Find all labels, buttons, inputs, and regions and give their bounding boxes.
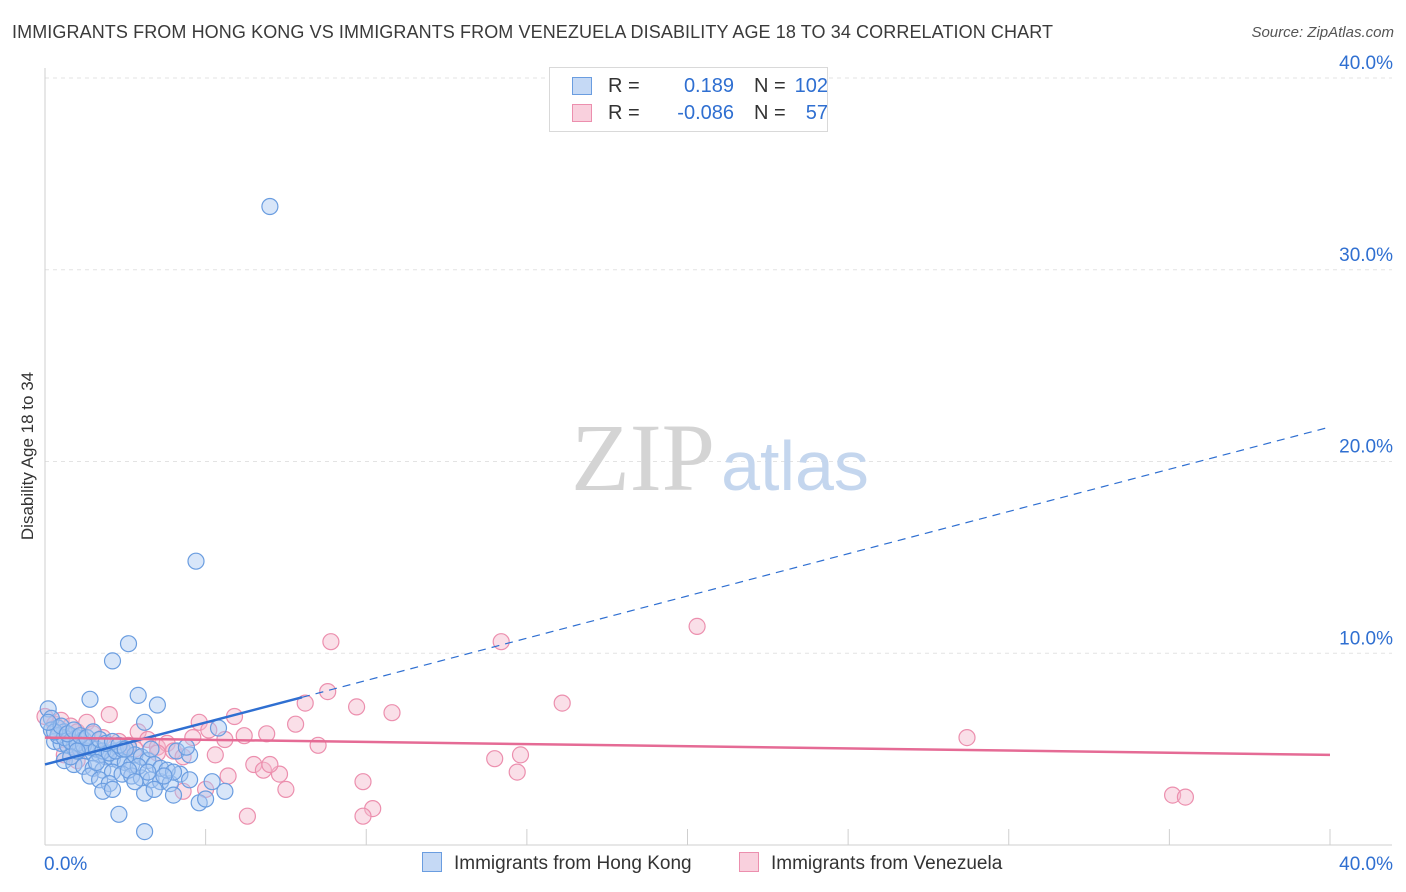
legend-series-name: Immigrants from Venezuela <box>771 853 1003 874</box>
hong-kong-point <box>45 723 64 741</box>
legend-n-value: 57 <box>805 102 828 124</box>
hong-kong-point <box>261 197 279 216</box>
hong-kong-point <box>145 780 163 799</box>
hong-kong-point <box>203 773 221 791</box>
venezuela-point <box>261 755 279 774</box>
hong-kong-trend-line-extension <box>301 426 1331 698</box>
hong-kong-point <box>142 740 160 758</box>
legend-r-label: R = <box>608 75 640 97</box>
venezuela-point <box>287 715 305 733</box>
venezuela-point <box>492 633 510 651</box>
hong-kong-point <box>177 738 195 756</box>
hong-kong-point <box>216 782 234 800</box>
legend-r-value: -0.086 <box>677 102 734 124</box>
hong-kong-point <box>39 713 57 731</box>
venezuela-point <box>511 746 530 764</box>
venezuela-point <box>348 698 366 716</box>
y-tick-label: 30.0% <box>1339 245 1393 266</box>
hong-kong-point <box>197 790 215 808</box>
venezuela-point <box>238 807 256 825</box>
bottom-legend-venezuela: Immigrants from Venezuela <box>739 852 1002 875</box>
legend-n-value: 102 <box>794 75 828 97</box>
venezuela-point <box>184 728 202 747</box>
hong-kong-point <box>129 686 147 705</box>
venezuela-point <box>322 633 340 651</box>
legend-n-label: N = <box>754 75 786 97</box>
hong-kong-point <box>164 786 183 804</box>
venezuela-trend-line <box>44 736 1331 757</box>
hong-kong-point <box>136 822 154 841</box>
venezuela-point <box>174 748 192 766</box>
legend-swatch-blue <box>422 852 442 872</box>
venezuela-point <box>296 694 314 712</box>
hong-kong-trend-line <box>44 696 303 766</box>
legend-swatch-pink <box>739 852 759 872</box>
hong-kong-point <box>39 700 57 718</box>
venezuela-point <box>319 682 337 701</box>
chart-title: IMMIGRANTS FROM HONG KONG VS IMMIGRANTS … <box>12 22 1054 42</box>
venezuela-point <box>309 736 327 754</box>
hong-kong-point <box>103 652 122 670</box>
watermark-zip: ZIP <box>571 404 715 511</box>
legend-series-name: Immigrants from Hong Kong <box>454 853 692 874</box>
hong-kong-point <box>155 767 173 785</box>
venezuela-point <box>254 761 272 779</box>
hong-kong-point <box>181 771 199 789</box>
hong-kong-point <box>103 780 122 799</box>
y-tick-label: 40.0% <box>1339 53 1393 74</box>
venezuela-point <box>219 767 237 785</box>
hong-kong-point <box>209 719 228 737</box>
venezuela-point <box>486 750 504 768</box>
hong-kong-point <box>168 742 186 760</box>
hong-kong-point <box>139 763 157 781</box>
venezuela-point <box>553 694 571 712</box>
hong-kong-point <box>148 696 166 714</box>
hong-kong-point <box>81 690 99 708</box>
stats-legend: R = 0.189 N = 102 R = -0.086 N = 57 <box>549 67 828 132</box>
gridlines <box>45 77 1392 654</box>
hong-kong-point <box>136 713 154 731</box>
venezuela-point <box>508 763 526 781</box>
hong-kong-point <box>119 635 138 653</box>
legend-r-label: R = <box>608 102 640 124</box>
venezuela-point <box>100 705 118 724</box>
venezuela-point <box>1176 788 1195 806</box>
venezuela-point <box>1163 786 1182 804</box>
legend-n-label: N = <box>754 102 786 124</box>
hong-kong-point <box>136 784 154 802</box>
x-tick-label: 0.0% <box>44 854 87 875</box>
venezuela-point <box>383 704 401 722</box>
legend-swatch-blue <box>572 77 592 95</box>
x-tick-label: 40.0% <box>1339 854 1393 875</box>
watermark-atlas: atlas <box>721 427 869 505</box>
venezuela-point <box>354 807 372 825</box>
legend-swatch-pink <box>572 104 592 122</box>
hong-kong-point <box>187 552 205 570</box>
venezuela-point <box>277 780 295 799</box>
y-tick-label: 20.0% <box>1339 437 1393 458</box>
y-tick-label: 10.0% <box>1339 628 1393 649</box>
venezuela-point <box>206 746 224 764</box>
hong-kong-point <box>87 753 106 772</box>
source-attribution: Source: ZipAtlas.com <box>1251 24 1394 41</box>
watermark: ZIPatlas <box>571 404 869 511</box>
tick-labels: 10.0% 20.0% 30.0% 40.0% 0.0% 40.0% <box>44 53 1393 875</box>
legend-r-value: 0.189 <box>683 75 734 97</box>
venezuela-point <box>688 617 706 636</box>
hong-kong-point <box>164 763 183 781</box>
trend-lines <box>44 426 1331 766</box>
venezuela-point <box>958 728 976 747</box>
hong-kong-point <box>126 773 144 791</box>
hong-kong-point <box>110 805 128 823</box>
bottom-legend-hong-kong: Immigrants from Hong Kong <box>422 852 692 875</box>
venezuela-point <box>354 773 372 791</box>
